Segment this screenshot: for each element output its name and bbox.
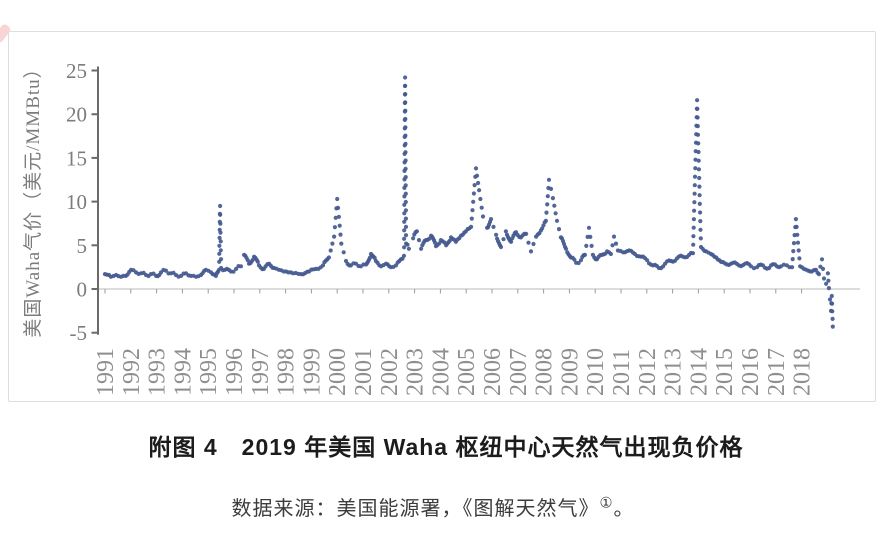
svg-text:2000: 2000: [325, 348, 351, 396]
svg-text:美国Waha气价（美元/MMBtu）: 美国Waha气价（美元/MMBtu）: [22, 58, 44, 337]
chart-frame: 1991 1992 1993 1994 1995 1996 1997 1998 1999 2000…: [8, 31, 876, 402]
svg-text:2001: 2001: [351, 348, 377, 396]
svg-text:2006: 2006: [480, 348, 506, 396]
svg-text:0: 0: [77, 278, 88, 302]
svg-text:2003: 2003: [403, 348, 429, 396]
figure-caption: 附图 4 2019 年美国 Waha 枢纽中心天然气出现负价格: [148, 434, 744, 460]
svg-text:1994: 1994: [170, 348, 196, 396]
svg-text:2015: 2015: [712, 348, 738, 396]
footnote-marker: ①: [599, 495, 614, 512]
svg-text:2016: 2016: [738, 348, 764, 396]
svg-text:5: 5: [77, 234, 88, 258]
svg-text:2014: 2014: [686, 348, 712, 396]
svg-text:1999: 1999: [299, 348, 325, 396]
svg-text:1997: 1997: [248, 348, 274, 396]
svg-text:10: 10: [66, 190, 87, 214]
svg-text:15: 15: [66, 146, 87, 170]
svg-text:2018: 2018: [790, 348, 816, 396]
svg-text:-5: -5: [70, 321, 88, 345]
waha-price-scatter-plot: 1991 1992 1993 1994 1995 1996 1997 1998 1999 2000…: [22, 58, 860, 396]
svg-text:20: 20: [66, 103, 87, 127]
figure-source: 数据来源：美国能源署，《图解天然气》①。: [0, 492, 892, 521]
svg-text:2011: 2011: [609, 349, 635, 396]
svg-text:1992: 1992: [119, 348, 145, 396]
svg-text:2004: 2004: [428, 348, 454, 396]
svg-text:2002: 2002: [377, 348, 403, 396]
source-period: 。: [613, 498, 635, 520]
svg-text:1995: 1995: [196, 348, 222, 396]
svg-text:1991: 1991: [93, 348, 119, 396]
svg-text:2009: 2009: [557, 348, 583, 396]
svg-text:1993: 1993: [145, 348, 171, 396]
svg-text:1998: 1998: [274, 348, 300, 396]
svg-text:2007: 2007: [506, 348, 532, 396]
svg-text:2012: 2012: [635, 348, 661, 396]
svg-text:2017: 2017: [764, 348, 790, 396]
svg-text:25: 25: [66, 59, 87, 83]
svg-text:1996: 1996: [222, 348, 248, 396]
svg-text:2005: 2005: [454, 348, 480, 396]
svg-text:2013: 2013: [661, 348, 687, 396]
source-text: 数据来源：美国能源署，《图解天然气》: [231, 498, 600, 520]
svg-text:2010: 2010: [583, 348, 609, 396]
svg-text:2008: 2008: [532, 348, 558, 396]
